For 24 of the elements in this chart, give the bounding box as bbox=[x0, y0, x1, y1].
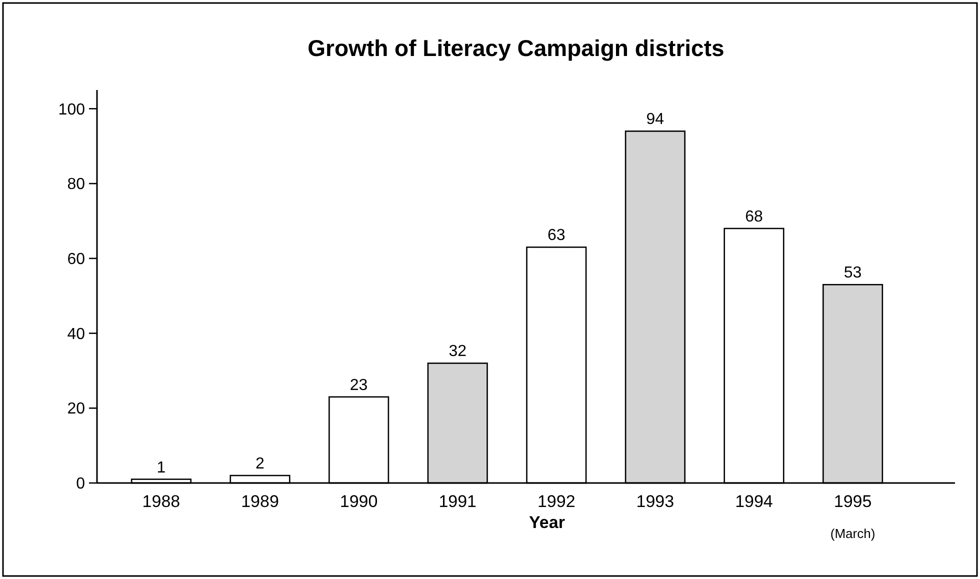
x-tick-label: 1993 bbox=[636, 492, 674, 511]
y-tick-label: 20 bbox=[67, 400, 86, 418]
x-tick-label: 1989 bbox=[241, 492, 279, 511]
y-tick-label: 0 bbox=[76, 476, 86, 493]
data-label: 2 bbox=[256, 456, 265, 473]
data-label: 32 bbox=[448, 343, 467, 360]
data-label: 53 bbox=[844, 264, 862, 282]
chart-title: Growth of Literacy Campaign districts bbox=[308, 35, 724, 61]
data-label: 68 bbox=[745, 208, 763, 226]
data-label: 63 bbox=[548, 227, 566, 244]
x-tick-label: 1992 bbox=[537, 492, 576, 511]
x-tick-label: 1988 bbox=[142, 492, 180, 511]
data-label: 94 bbox=[646, 111, 664, 128]
data-label: 1 bbox=[156, 459, 166, 476]
x-tick-label: 1995 (March) bbox=[830, 492, 876, 541]
y-tick-label: 60 bbox=[67, 251, 86, 268]
x-tick-label: 1990 bbox=[340, 492, 378, 511]
data-label: 23 bbox=[350, 376, 368, 394]
x-tick-label: 1991 bbox=[438, 492, 477, 511]
y-tick-label: 80 bbox=[67, 176, 86, 194]
y-tick-label: 40 bbox=[67, 326, 86, 343]
x-axis-title: Year bbox=[529, 513, 566, 532]
x-tick-label: 1994 bbox=[735, 492, 773, 511]
y-tick-label: 100 bbox=[58, 101, 86, 118]
